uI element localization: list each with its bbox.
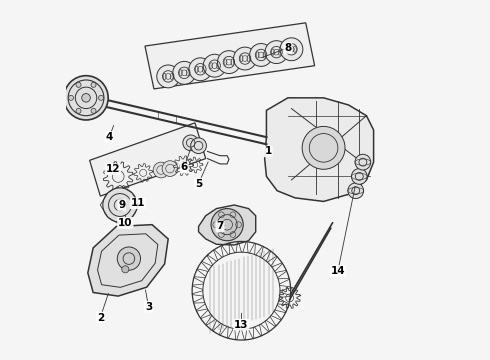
Polygon shape [145,23,315,89]
Polygon shape [90,123,206,196]
Circle shape [280,38,303,61]
Circle shape [69,95,74,100]
Circle shape [64,76,108,120]
Polygon shape [198,205,256,245]
Circle shape [76,82,81,87]
Circle shape [117,247,141,270]
Text: 6: 6 [181,162,188,172]
Circle shape [91,108,96,113]
Circle shape [351,168,367,184]
Circle shape [234,47,256,70]
Polygon shape [88,225,168,296]
Circle shape [98,95,103,100]
Text: 14: 14 [331,266,345,276]
Circle shape [189,58,212,81]
Circle shape [103,188,137,222]
Circle shape [157,65,180,88]
Circle shape [183,135,198,151]
Text: 9: 9 [118,200,125,210]
Text: 10: 10 [118,218,133,228]
Circle shape [82,94,90,102]
Circle shape [211,208,243,241]
Text: 12: 12 [105,164,120,174]
Circle shape [265,41,288,64]
Circle shape [173,62,196,84]
Circle shape [76,108,81,113]
Circle shape [348,183,364,199]
Circle shape [302,126,345,169]
Circle shape [218,51,241,73]
Circle shape [249,44,272,66]
Text: 11: 11 [130,198,145,208]
Circle shape [122,266,129,273]
Text: 13: 13 [234,320,249,330]
Circle shape [153,162,169,178]
Circle shape [203,54,226,77]
Circle shape [355,154,371,170]
Circle shape [162,161,178,176]
Text: 1: 1 [265,147,272,157]
Text: 8: 8 [284,43,292,53]
Text: 4: 4 [105,132,113,142]
Polygon shape [265,98,373,202]
Text: 2: 2 [97,312,104,323]
Circle shape [91,82,96,87]
Text: 7: 7 [216,221,223,231]
Text: 3: 3 [145,302,152,312]
Circle shape [191,138,206,154]
Text: 5: 5 [195,179,202,189]
